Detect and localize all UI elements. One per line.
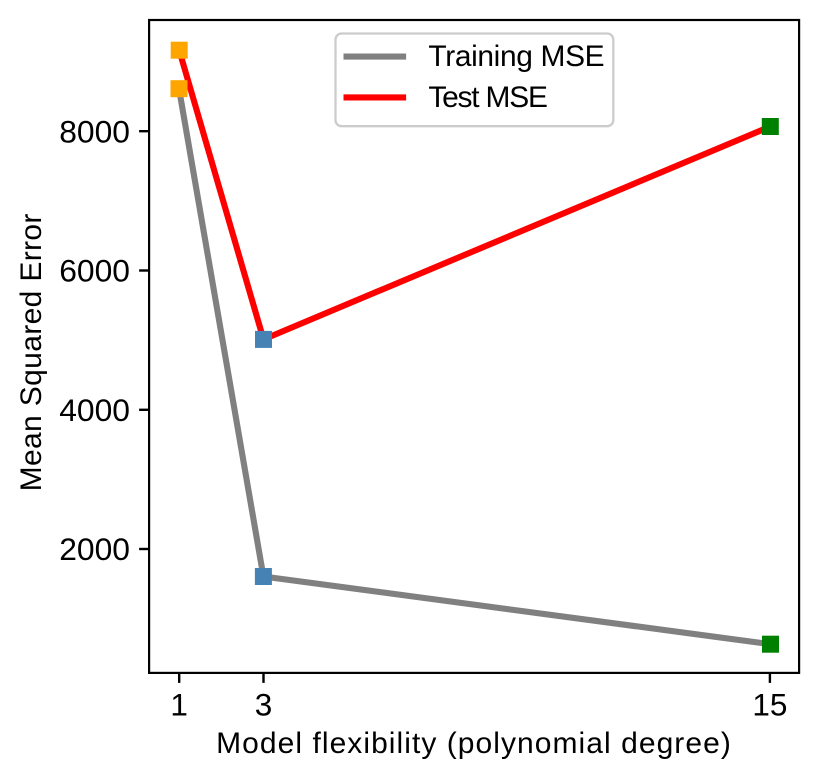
svg-text:4000: 4000 [59,392,130,428]
svg-text:8000: 8000 [59,113,130,149]
svg-text:15: 15 [752,687,787,723]
svg-text:1: 1 [170,687,188,723]
svg-text:6000: 6000 [59,253,130,289]
svg-text:Mean Squared Error: Mean Squared Error [15,213,48,491]
svg-text:Test MSE: Test MSE [428,81,547,114]
svg-text:Training MSE: Training MSE [428,40,604,73]
svg-text:Model flexibility (polynomial: Model flexibility (polynomial degree) [216,727,732,760]
svg-text:3: 3 [255,687,273,723]
svg-text:2000: 2000 [59,531,130,567]
